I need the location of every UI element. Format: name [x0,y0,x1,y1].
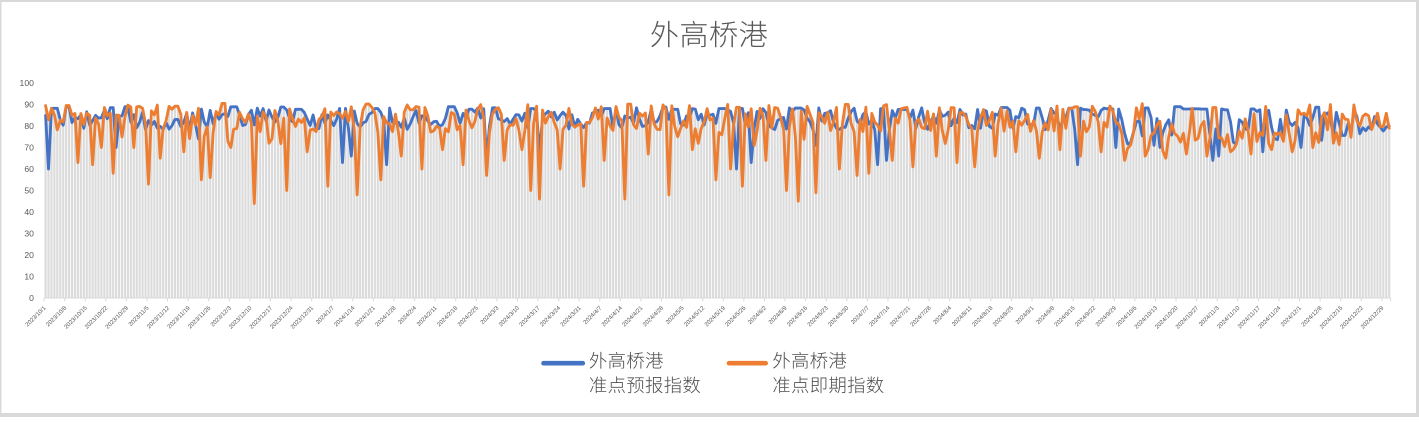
svg-text:0: 0 [29,293,34,303]
svg-text:70: 70 [24,143,34,153]
svg-text:30: 30 [24,229,34,239]
svg-text:90: 90 [24,100,34,110]
svg-text:20: 20 [24,250,34,260]
svg-text:60: 60 [24,164,34,174]
svg-text:80: 80 [24,121,34,131]
svg-text:10: 10 [24,272,34,282]
svg-text:100: 100 [20,78,35,88]
svg-text:40: 40 [24,207,34,217]
svg-text:50: 50 [24,186,34,196]
